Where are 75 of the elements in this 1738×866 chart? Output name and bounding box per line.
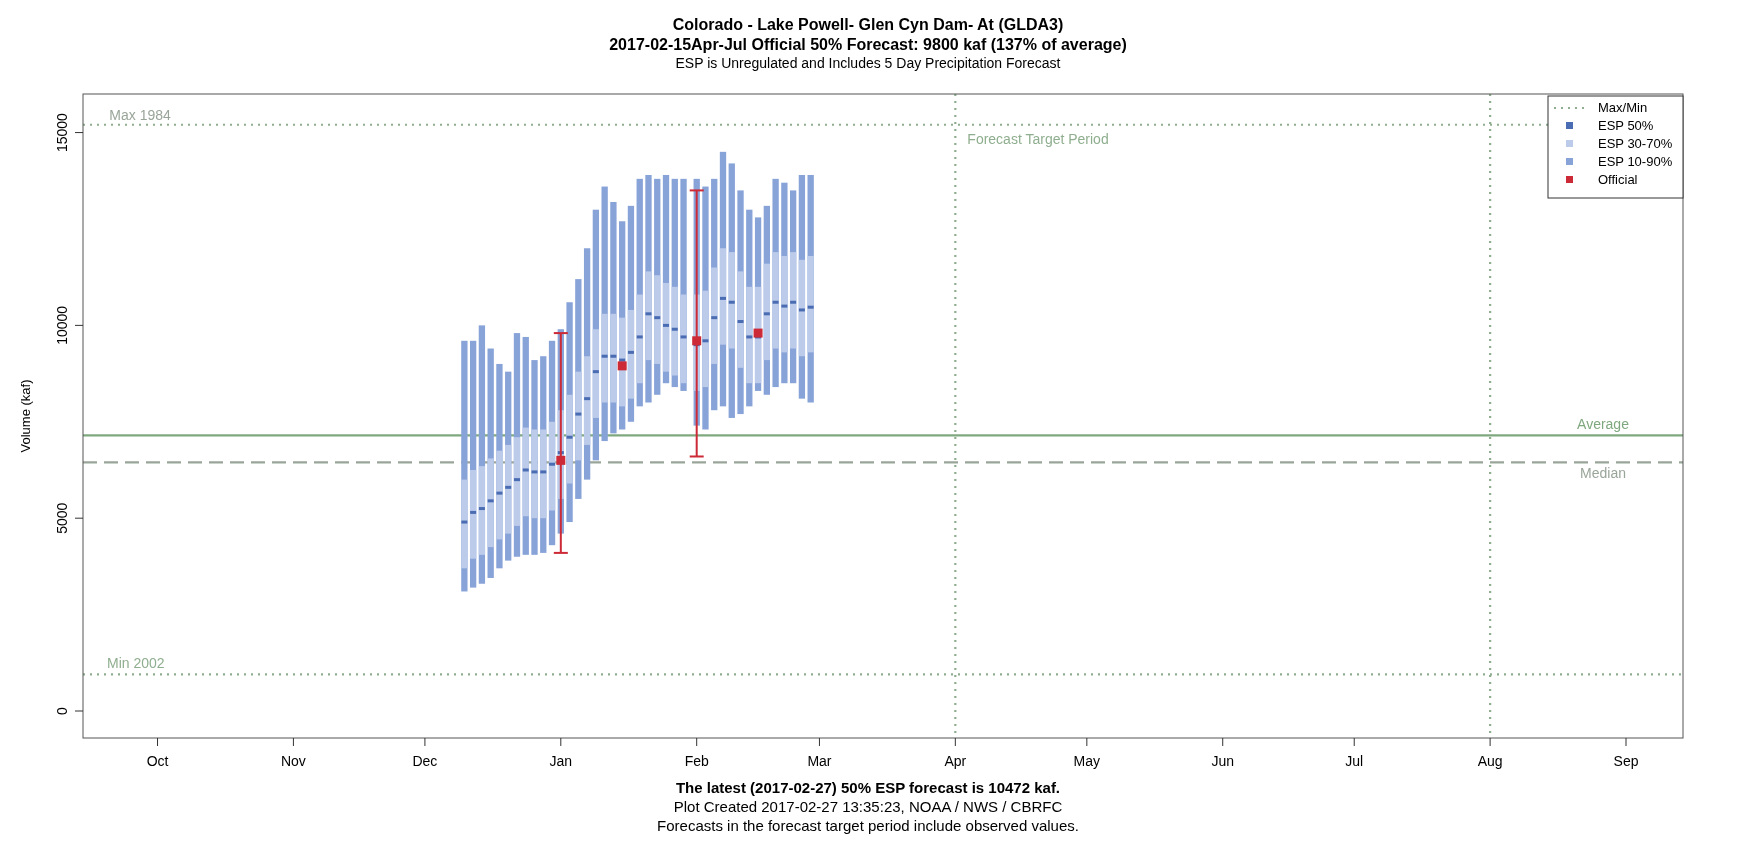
bar xyxy=(513,437,521,526)
bar xyxy=(798,259,806,357)
bar xyxy=(781,255,788,353)
x-tick-label: Jun xyxy=(1211,753,1235,769)
bar xyxy=(789,252,797,349)
legend-label: Max/Min xyxy=(1598,100,1648,115)
point xyxy=(720,296,726,300)
legend-label: Official xyxy=(1598,172,1638,187)
bar xyxy=(522,427,529,517)
bar xyxy=(807,255,814,353)
bar xyxy=(478,466,486,555)
x-tick-label: Mar xyxy=(807,753,832,769)
text: The latest (2017-02-27) 50% ESP forecast is 10472 kaf. xyxy=(675,779,1061,796)
point xyxy=(556,455,566,465)
bar xyxy=(575,371,582,461)
chart-title: Colorado - Lake Powell- Glen Cyn Dam- At (GLDA3) xyxy=(672,16,1064,33)
x-tick-label: May xyxy=(1073,753,1101,769)
bar xyxy=(662,282,670,372)
y-tick-label: 10000 xyxy=(54,305,70,345)
point xyxy=(753,328,763,338)
y-tick-label: 15000 xyxy=(54,112,70,153)
bar xyxy=(505,444,512,534)
bar xyxy=(746,286,753,384)
annotation: Max 1984 xyxy=(109,106,171,123)
bar xyxy=(728,252,735,349)
x-tick-label: Sep xyxy=(1613,753,1639,769)
bar xyxy=(531,429,538,519)
bar xyxy=(772,252,779,349)
text: Forecasts in the forecast target period include observed values. xyxy=(657,817,1079,834)
bar xyxy=(654,275,661,364)
x-tick-label: Aug xyxy=(1477,753,1503,769)
bar xyxy=(754,286,762,384)
bar xyxy=(702,290,709,388)
legend-label: ESP 50% xyxy=(1598,118,1654,133)
point xyxy=(692,336,702,346)
bar xyxy=(548,421,556,511)
point xyxy=(617,361,627,371)
bar xyxy=(601,313,608,403)
bar xyxy=(671,286,678,376)
bar xyxy=(719,248,727,345)
y-tick-label: 5000 xyxy=(54,502,70,534)
bar xyxy=(636,294,643,384)
bar xyxy=(711,267,718,364)
x-tick-label: Nov xyxy=(280,753,306,769)
ref-line-label: Forecast Target Period xyxy=(967,131,1109,147)
bar xyxy=(592,329,600,418)
bar xyxy=(540,429,547,519)
x-tick-label: Oct xyxy=(146,753,169,769)
bar xyxy=(737,271,744,368)
bar xyxy=(487,458,494,548)
text: ESP is Unregulated and Includes 5 Day Precipitation Forecast xyxy=(675,55,1061,71)
ref-line-label: Min 2002 xyxy=(107,655,165,672)
x-tick-label: Dec xyxy=(412,753,438,769)
chart-subtitle: 2017-02-15Apr-Jul Official 50% Forecast: 9800 kaf (137% of average) xyxy=(609,36,1127,53)
bar xyxy=(583,356,591,445)
x-tick-label: Feb xyxy=(684,753,709,769)
text: Plot Created 2017-02-27 13:35:23, NOAA / NWS / CBRFC xyxy=(673,798,1063,815)
bar xyxy=(645,271,652,361)
y-axis-title: Volume (kaf) xyxy=(18,379,33,453)
legend-label: ESP 10-90% xyxy=(1598,154,1673,169)
bar xyxy=(610,313,617,403)
x-tick-label: Jul xyxy=(1345,753,1364,769)
x-tick-label: Jan xyxy=(549,753,573,769)
bar xyxy=(680,294,687,384)
x-tick-label: Apr xyxy=(944,753,967,769)
ref-line-label: Average xyxy=(1577,416,1630,433)
y-tick-label: 0 xyxy=(54,706,70,715)
bar xyxy=(627,309,635,399)
bar xyxy=(566,394,573,484)
bar xyxy=(763,263,770,361)
bar xyxy=(461,479,468,569)
ref-line-label: Median xyxy=(1580,465,1626,482)
legend-label: ESP 30-70% xyxy=(1598,136,1673,151)
bar xyxy=(496,450,503,540)
bar xyxy=(469,469,477,559)
